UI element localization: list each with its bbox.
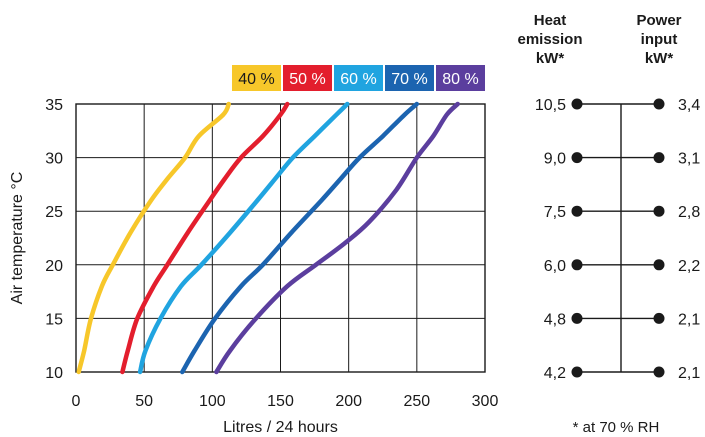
x-axis-title: Litres / 24 hours	[223, 419, 338, 436]
series-line-60-rh	[137, 101, 350, 375]
power-input-value: 3,1	[678, 151, 700, 168]
power-dot	[653, 366, 665, 378]
series-line-50-rh	[120, 101, 290, 375]
heat-emission-value: 4,8	[544, 311, 566, 328]
x-tick-label: 200	[335, 393, 362, 410]
x-tick-label: 0	[72, 393, 81, 410]
y-tick-label: 35	[45, 97, 63, 114]
heat-dot	[571, 98, 583, 110]
heat-dot	[571, 259, 583, 271]
legend-swatch	[283, 65, 332, 91]
footnote: * at 70 % RH	[573, 419, 660, 436]
power-input-value: 2,2	[678, 258, 700, 275]
power-input-header: Power	[636, 12, 681, 29]
power-dot	[653, 152, 665, 164]
legend-swatch	[385, 65, 434, 91]
heat-emission-header: kW*	[536, 50, 565, 67]
legend-label: 50 %	[289, 71, 325, 88]
plot-grid	[75, 103, 486, 373]
heat-dot	[571, 366, 583, 378]
heat-emission-header: emission	[517, 31, 582, 48]
power-input-value: 2,1	[678, 311, 700, 328]
series-line-80-rh	[214, 101, 460, 375]
heat-emission-value: 9,0	[544, 151, 566, 168]
series-line-40-rh	[76, 101, 231, 375]
legend-swatch	[232, 65, 281, 91]
series-line-70-rh	[180, 101, 420, 375]
heat-dot	[571, 152, 583, 164]
heat-dot	[571, 205, 583, 217]
power-input-value: 2,1	[678, 365, 700, 382]
power-dot	[653, 205, 665, 217]
series-lines	[76, 101, 460, 375]
legend-label: 60 %	[340, 71, 376, 88]
legend: 40 % 50 % 60 % 70 % 80 %	[232, 65, 485, 91]
y-tick-label: 20	[45, 258, 63, 275]
heat-emission-value: 6,0	[544, 258, 566, 275]
heat-emission-value: 7,5	[544, 204, 566, 221]
heat-emission-header: Heat	[534, 12, 567, 29]
heat-emission-value: 4,2	[544, 365, 566, 382]
legend-swatch	[334, 65, 383, 91]
y-tick-label: 10	[45, 365, 63, 382]
power-input-value: 2,8	[678, 204, 700, 221]
y-tick-label: 15	[45, 311, 63, 328]
x-tick-label: 100	[199, 393, 226, 410]
axis-ticks: 0 50 100 150 200 250 300 10 15 20 25 30 35	[45, 97, 498, 410]
x-tick-label: 50	[135, 393, 153, 410]
power-input-header: input	[641, 31, 678, 48]
heat-emission-value: 10,5	[535, 97, 566, 114]
power-input-header: kW*	[645, 50, 674, 67]
power-input-value: 3,4	[678, 97, 700, 114]
y-axis-title: Air temperature °C	[9, 172, 26, 305]
plot-frame	[75, 103, 486, 373]
legend-label: 80 %	[442, 71, 478, 88]
heat-power-table: Heat emission kW* Power input kW* 10,5 3,4 9,0 3,…	[517, 12, 700, 436]
y-tick-label: 30	[45, 151, 63, 168]
x-tick-label: 250	[403, 393, 430, 410]
x-tick-label: 300	[472, 393, 499, 410]
power-dot	[653, 259, 665, 271]
legend-label: 70 %	[391, 71, 427, 88]
legend-label: 40 %	[238, 71, 274, 88]
legend-swatch	[436, 65, 485, 91]
x-tick-label: 150	[267, 393, 294, 410]
power-dot	[653, 98, 665, 110]
y-tick-label: 25	[45, 204, 63, 221]
heat-dot	[571, 312, 583, 324]
power-dot	[653, 312, 665, 324]
